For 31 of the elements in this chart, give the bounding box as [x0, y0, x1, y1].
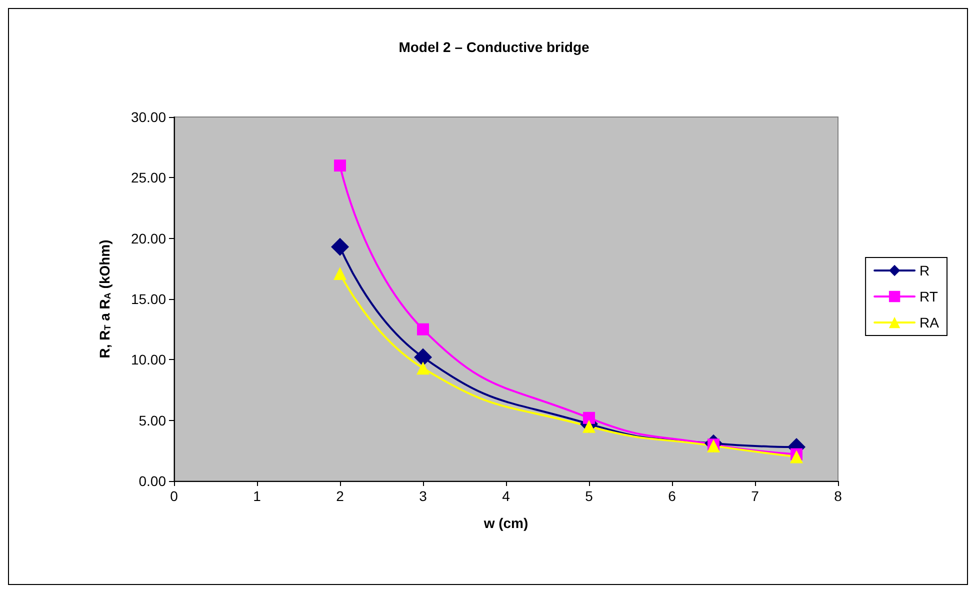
x-tick-label: 6	[668, 488, 676, 504]
y-tick-label: 20.00	[130, 230, 166, 246]
y-tick-label: 30.00	[130, 109, 166, 125]
point	[790, 450, 803, 464]
point	[582, 420, 596, 433]
legend-label: R	[920, 262, 930, 278]
x-tick-label: 4	[502, 488, 510, 504]
point	[334, 267, 346, 280]
y-tick-label: 15.00	[130, 291, 166, 307]
y-axis-title: R, RT a RA (kOhm)	[96, 240, 112, 358]
x-tick-label: 5	[585, 488, 594, 504]
x-tick-label: 3	[419, 488, 428, 504]
point	[416, 362, 430, 375]
x-tick-label: 1	[253, 488, 262, 504]
x-tick-label: 7	[751, 488, 760, 504]
y-tick-label: 25.00	[130, 170, 166, 186]
point	[417, 323, 429, 336]
point	[334, 160, 346, 172]
y-tick-label: 0.00	[138, 473, 166, 489]
chart-title: Model 2 – Conductive bridge	[398, 39, 590, 55]
x-tick-label: 0	[170, 488, 178, 504]
point	[331, 238, 349, 256]
legend-label: RT	[920, 288, 938, 304]
y-tick-label: 10.00	[130, 352, 166, 368]
x-tick-label: 8	[834, 488, 842, 504]
point	[414, 348, 432, 366]
y-tick-label: 5.00	[138, 412, 166, 428]
point	[583, 412, 595, 424]
x-tick-label: 2	[336, 488, 344, 504]
x-axis-title: w (cm)	[482, 515, 528, 531]
legend-label: RA	[920, 314, 940, 330]
